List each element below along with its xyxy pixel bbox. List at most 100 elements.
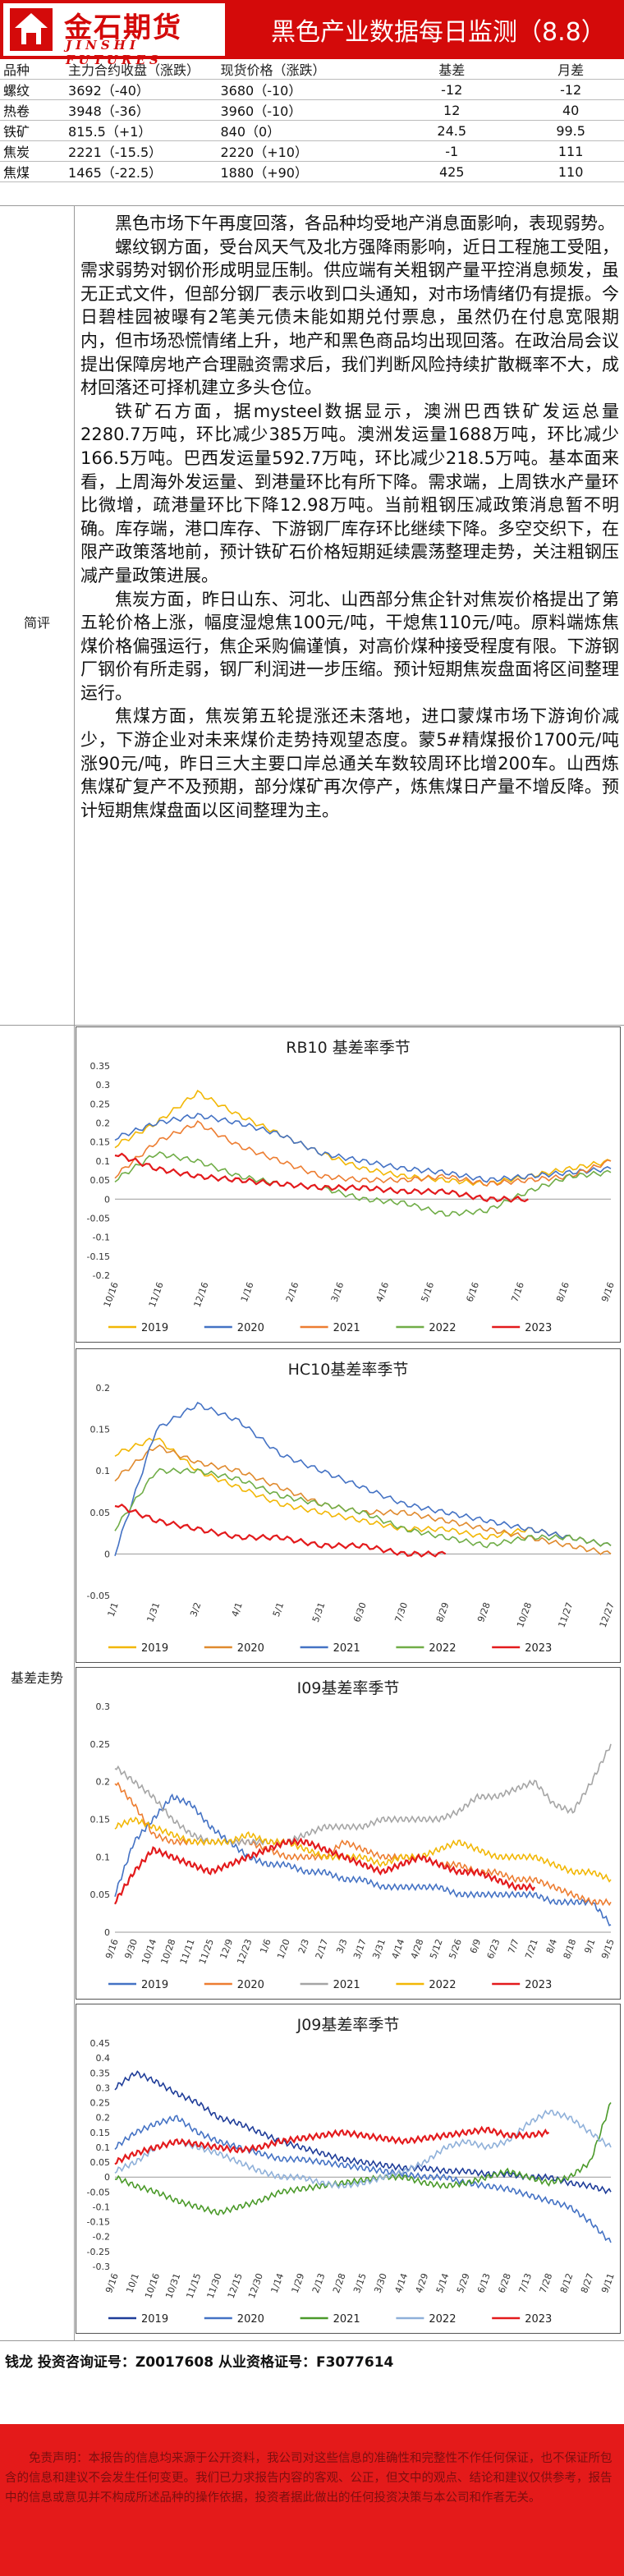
legend-label: 2022 — [429, 1979, 456, 1991]
legend-label: 2019 — [141, 2313, 168, 2326]
column-divider — [74, 205, 75, 2340]
table-row: 焦炭 2221（-15.5） 2220（+10） -1 111 — [0, 140, 624, 162]
y-tick-label: 0.35 — [90, 1061, 111, 1072]
table-cell: -1 — [386, 140, 518, 162]
table-row: 铁矿 815.5（+1） 840（0） 24.5 99.5 — [0, 120, 624, 141]
y-tick-label: 0.1 — [96, 1466, 111, 1476]
table-cell: 110 — [517, 161, 624, 182]
table-cell: 815.5（+1） — [65, 120, 218, 141]
y-tick-label: 0.25 — [90, 1739, 111, 1750]
report-title: 黑色产业数据每日监测（8.8） — [271, 18, 606, 47]
y-tick-label: 0.2 — [96, 2113, 111, 2124]
x-tick-label: 1/6 — [258, 1938, 273, 1955]
series-line-2023 — [114, 1503, 447, 1558]
table-cell: 热卷 — [0, 99, 66, 121]
y-tick-label: 0.1 — [96, 1156, 111, 1167]
table-cell: 99.5 — [517, 120, 624, 141]
table-cell: 铁矿 — [0, 120, 66, 141]
legend-label: 2023 — [525, 1979, 552, 1991]
y-tick-label: 0.05 — [90, 1175, 111, 1186]
series-line-2021 — [114, 2102, 612, 2216]
y-tick-label: 0.25 — [90, 1099, 111, 1109]
legend-label: 2019 — [141, 1642, 168, 1655]
chart-title: HC10基差率季节 — [288, 1361, 409, 1379]
legend-label: 2019 — [141, 1322, 168, 1334]
chart-title: RB10 基差率季节 — [286, 1039, 410, 1057]
divider — [0, 2340, 624, 2341]
brand-name-cn: 金石期货 — [64, 11, 182, 44]
legend-label: 2022 — [429, 2313, 456, 2326]
table-cell: 1880（+90） — [217, 161, 387, 182]
series-line-2022 — [114, 1467, 612, 1549]
y-tick-label: 0.15 — [90, 1815, 111, 1825]
y-tick-label: -0.2 — [93, 1270, 110, 1281]
table-cell: 1465（-22.5） — [65, 161, 218, 182]
column-header: 主力合约收盘（涨跌） — [65, 59, 218, 80]
comment-paragraph: 黑色市场下午再度回落，各品种均受地产消息面影响，表现弱势。 — [115, 214, 615, 233]
basis-label: 基差走势 — [10, 1670, 63, 1686]
chart-j09: J09基差率季节 0.45 0.4 0.35 0.3 0.25 0.2 0.15 0.1 0.05… — [76, 2004, 621, 2334]
y-tick-label: -0.05 — [87, 2187, 110, 2197]
x-tick-label: 9/1 — [582, 1938, 597, 1955]
report-header: 金石期货 JINSHI FUTURES 黑色产业数据每日监测（8.8） — [0, 0, 624, 67]
x-tick-label: 1/1 — [106, 1601, 121, 1619]
y-tick-label: 0.3 — [96, 1080, 111, 1091]
chart-frame — [76, 1026, 621, 1343]
x-tick-label: 6/9 — [468, 1938, 483, 1955]
x-tick-label: 8/4 — [544, 1938, 559, 1955]
chart-svg: J09基差率季节 0.45 0.4 0.35 0.3 0.25 0.2 0.15 0.1 0.05… — [76, 2004, 621, 2334]
table-cell: 12 — [386, 99, 518, 121]
table-cell: 焦煤 — [0, 161, 66, 182]
series-line-2023 — [114, 2125, 550, 2165]
series-line-2023 — [114, 1152, 529, 1203]
disclaimer-text: 免责声明：本报告的信息均来源于公开资料，我公司对这些信息的准确性和完整性不作任何… — [5, 2452, 613, 2505]
x-tick-label: 5/1 — [271, 1601, 286, 1619]
table-cell: 3960（-10） — [217, 99, 387, 121]
divider — [0, 1025, 624, 1026]
table-row: 热卷 3948（-36） 3960（-10） 12 40 — [0, 99, 624, 121]
series-line-2022 — [114, 1816, 612, 1883]
table-cell: 焦炭 — [0, 140, 66, 162]
chart-svg: RB10 基差率季节 0.35 0.3 0.25 0.2 0.15 0.1 0.05 0 -0.0… — [76, 1026, 621, 1343]
legend-label: 2019 — [141, 1979, 168, 1991]
price-table: 品种 主力合约收盘（涨跌） 现货价格（涨跌） 基差 月差 螺纹 3692（-40… — [0, 59, 624, 182]
table-cell: 2221（-15.5） — [65, 140, 218, 162]
x-tick-label: 4/1 — [230, 1601, 245, 1619]
y-tick-label: 0.2 — [96, 1118, 111, 1129]
series-line-2022 — [114, 2110, 612, 2189]
x-tick-label: 3/2 — [188, 1601, 203, 1619]
chart-frame — [76, 1667, 621, 2000]
chart-hc10: HC10基差率季节 0.2 0.15 0.1 0.05 0 -0.05 1/1 1/31 3/2 4… — [76, 1348, 621, 1663]
table-cell: 3692（-40） — [65, 79, 218, 100]
series-line-2020 — [114, 1113, 612, 1183]
legend-label: 2023 — [525, 1322, 552, 1334]
column-header: 月差 — [517, 59, 624, 80]
y-tick-label: 0.3 — [96, 2082, 111, 2093]
y-tick-label: 0 — [104, 1927, 110, 1938]
legend-label: 2021 — [333, 2313, 360, 2326]
legend-label: 2022 — [429, 1642, 456, 1655]
table-cell: 111 — [517, 140, 624, 162]
y-tick-label: -0.15 — [87, 2217, 110, 2228]
x-tick-label: 7/7 — [506, 1938, 521, 1955]
table-row: 焦煤 1465（-22.5） 1880（+90） 425 110 — [0, 161, 624, 182]
series-line-2021 — [114, 1743, 612, 1847]
table-cell: 2220（+10） — [217, 140, 387, 162]
table-cell: -12 — [517, 79, 624, 100]
brand-mark-icon — [10, 8, 53, 51]
y-tick-label: 0.15 — [90, 1137, 111, 1148]
y-tick-label: 0.05 — [90, 1508, 111, 1518]
chart-title: I09基差率季节 — [297, 1679, 400, 1697]
legend-label: 2023 — [525, 1642, 552, 1655]
legend-label: 2023 — [525, 2313, 552, 2326]
chart-frame — [76, 2004, 621, 2334]
legend-label: 2020 — [237, 1322, 264, 1334]
y-tick-label: 0.05 — [90, 1890, 111, 1900]
series-line-2021 — [114, 1401, 612, 1556]
y-tick-label: 0 — [104, 1549, 110, 1559]
y-tick-label: -0.3 — [93, 2261, 110, 2272]
disclaimer-box: 免责声明：本报告的信息均来源于公开资料，我公司对这些信息的准确性和完整性不作任何… — [0, 2424, 624, 2576]
table-cell: 425 — [386, 161, 518, 182]
y-tick-label: 0 — [104, 2172, 110, 2183]
